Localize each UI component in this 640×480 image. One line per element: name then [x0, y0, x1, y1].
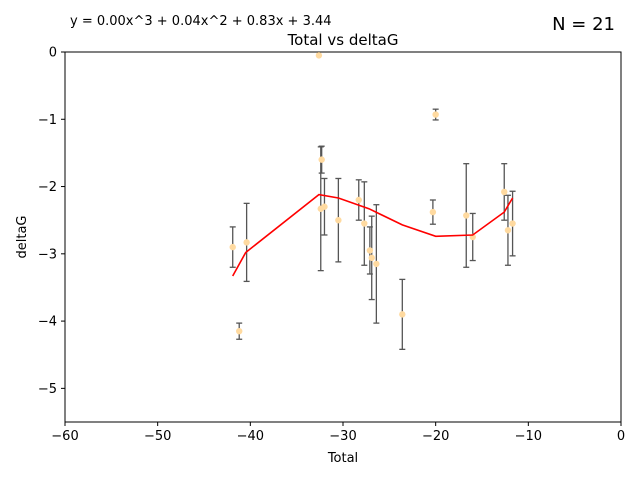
- data-point: [432, 111, 439, 118]
- x-tick-label: −50: [144, 429, 171, 444]
- data-point: [463, 212, 470, 219]
- axes-frame: [64, 51, 622, 423]
- y-tick-label: 0: [49, 46, 57, 61]
- fit-equation-label: y = 0.00x^3 + 0.04x^2 + 0.83x + 3.44: [70, 14, 332, 29]
- y-axis-label: deltaG: [15, 216, 30, 259]
- fit-line: [231, 193, 514, 277]
- x-tick-label: −10: [515, 429, 542, 444]
- y-tick-label: −1: [38, 113, 57, 128]
- x-tick-label: −60: [51, 429, 78, 444]
- data-point: [361, 220, 368, 227]
- chart-title: Total vs deltaG: [287, 31, 399, 49]
- data-point: [366, 247, 374, 254]
- data-point: [335, 216, 342, 224]
- data-point: [321, 203, 328, 210]
- y-tick-label: −2: [38, 180, 57, 195]
- data-point: [318, 156, 325, 163]
- data-point: [501, 188, 508, 196]
- x-axis-label: Total: [327, 451, 358, 466]
- y-tick-label: −4: [38, 315, 57, 330]
- plot-area: −60 −50 −40 −30 −20 −10 0 0 −1 −2 −3 −4 −5: [38, 46, 625, 445]
- data-point: [315, 52, 323, 59]
- data-point: [373, 260, 380, 268]
- data-point: [368, 254, 375, 262]
- data-point: [236, 327, 243, 335]
- y-tick-label: −3: [38, 247, 57, 262]
- x-tick-label: −20: [422, 429, 449, 444]
- data-point: [355, 196, 362, 204]
- x-tick-label: −40: [237, 429, 264, 444]
- data-point: [229, 243, 236, 251]
- data-point: [429, 208, 437, 216]
- data-point: [243, 239, 250, 246]
- x-tick-label: 0: [617, 429, 625, 444]
- sample-count-label: N = 21: [552, 14, 615, 35]
- data-point: [504, 227, 512, 234]
- data-point: [509, 220, 516, 227]
- y-tick-label: −5: [38, 382, 57, 397]
- data-point: [399, 311, 406, 318]
- x-tick-label: −30: [329, 429, 356, 444]
